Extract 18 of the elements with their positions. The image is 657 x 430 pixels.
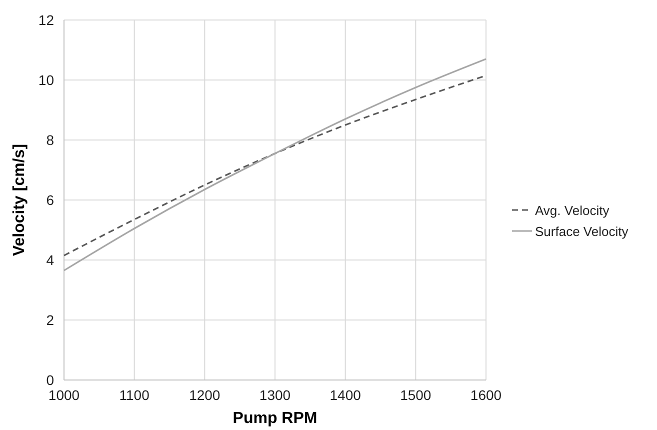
x-tick-label: 1600 <box>470 387 502 403</box>
x-tick-label: 1200 <box>189 387 220 403</box>
x-tick-label: 1400 <box>330 387 362 403</box>
y-tick-label: 2 <box>46 312 54 328</box>
y-tick-label: 4 <box>46 252 54 268</box>
x-tick-label: 1500 <box>400 387 432 403</box>
y-tick-label: 10 <box>38 72 54 88</box>
x-axis-title: Pump RPM <box>232 410 318 427</box>
y-tick-label: 6 <box>46 192 54 208</box>
y-tick-label: 12 <box>38 12 54 28</box>
y-tick-label: 8 <box>46 132 54 148</box>
x-tick-label: 1300 <box>259 387 291 403</box>
y-axis-title: Velocity [cm/s] <box>11 144 28 256</box>
legend-label: Avg. Velocity <box>535 203 610 218</box>
legend-label: Surface Velocity <box>535 224 629 239</box>
x-tick-label: 1000 <box>48 387 80 403</box>
y-tick-label: 0 <box>46 372 54 388</box>
x-tick-label: 1100 <box>119 387 150 403</box>
